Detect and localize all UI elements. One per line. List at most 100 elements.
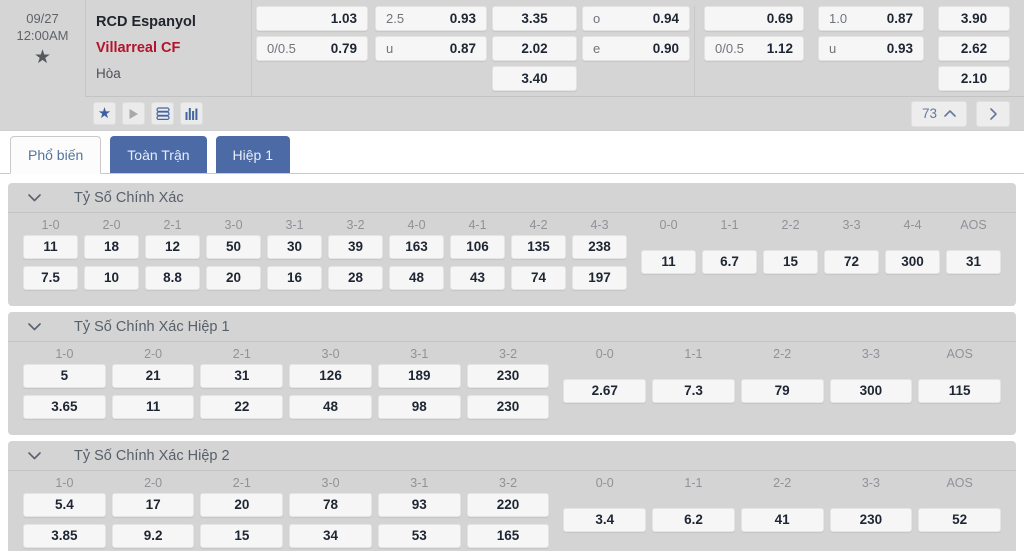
odds-cell[interactable]: 2.62	[938, 36, 1010, 61]
score-odds-cell[interactable]: 48	[289, 395, 372, 419]
score-odds-cell[interactable]: 197	[572, 266, 627, 290]
score-odds-cell[interactable]: 16	[267, 266, 322, 290]
score-odds-cell[interactable]: 12	[145, 235, 200, 259]
score-cell-wrap: 21	[109, 364, 198, 395]
score-odds-cell[interactable]: 31	[946, 250, 1001, 274]
score-panel-header[interactable]: Tỷ Số Chính Xác Hiệp 2	[8, 441, 1016, 471]
score-odds-cell[interactable]: 20	[200, 493, 284, 517]
score-row-away: 3.65 11 22 48 98 230	[20, 395, 552, 426]
score-odds-cell[interactable]: 163	[389, 235, 444, 259]
score-odds-cell[interactable]: 3.65	[23, 395, 106, 419]
odds-cell[interactable]: 0/0.5 1.12	[704, 36, 804, 61]
odds-cell[interactable]: 1.0 0.87	[818, 6, 924, 31]
score-label: 1-1	[684, 347, 703, 361]
odds-cell[interactable]: 3.90	[938, 6, 1010, 31]
score-odds-cell[interactable]: 3.4	[563, 508, 647, 532]
score-odds-cell[interactable]: 43	[450, 266, 505, 290]
tab-toan-tran[interactable]: Toàn Trận	[110, 136, 207, 173]
score-odds-cell[interactable]: 21	[111, 364, 195, 388]
score-odds-cell[interactable]: 79	[740, 379, 824, 403]
score-odds-cell[interactable]: 7.5	[23, 266, 78, 290]
score-odds-cell[interactable]: 41	[740, 508, 824, 532]
tab-pho-bien[interactable]: Phổ biến	[10, 136, 102, 174]
score-odds-cell[interactable]: 115	[918, 379, 1002, 403]
odds-cell[interactable]: 2.10	[938, 66, 1010, 91]
score-odds-cell[interactable]: 5.4	[23, 493, 106, 517]
score-odds-cell[interactable]: 30	[267, 235, 322, 259]
next-match-button[interactable]	[976, 100, 1010, 127]
score-odds-cell[interactable]: 22	[200, 395, 284, 419]
favorite-button[interactable]: ★	[93, 102, 116, 126]
score-odds-cell[interactable]: 78	[289, 493, 372, 517]
score-odds-cell[interactable]: 135	[511, 235, 566, 259]
score-odds-cell[interactable]: 10	[84, 266, 139, 290]
score-odds-cell[interactable]: 15	[763, 250, 818, 274]
score-odds-cell[interactable]: 48	[389, 266, 444, 290]
score-odds-cell[interactable]: 93	[377, 493, 461, 517]
score-odds-cell[interactable]: 165	[466, 524, 550, 548]
odds-column: 1.03 0/0.5 0.79	[256, 6, 368, 96]
odds-cell[interactable]: 3.35	[492, 6, 577, 31]
odds-cell[interactable]: u 0.93	[818, 36, 924, 61]
score-label: 4-3	[590, 218, 609, 232]
odds-cell[interactable]: u 0.87	[375, 36, 487, 61]
score-odds-cell[interactable]: 11	[23, 235, 78, 259]
score-odds-cell[interactable]: 52	[918, 508, 1002, 532]
odds-value: 3.35	[521, 11, 548, 26]
score-odds-cell[interactable]: 17	[111, 493, 195, 517]
score-odds-cell[interactable]: 39	[328, 235, 383, 259]
score-odds-cell[interactable]: 15	[200, 524, 284, 548]
score-odds-cell[interactable]: 98	[377, 395, 461, 419]
score-odds-cell[interactable]: 5	[23, 364, 106, 388]
score-odds-cell[interactable]: 28	[328, 266, 383, 290]
score-panel-header[interactable]: Tỷ Số Chính Xác	[8, 183, 1016, 213]
score-odds-cell[interactable]: 50	[206, 235, 261, 259]
score-odds-cell[interactable]: 6.7	[702, 250, 757, 274]
odds-cell[interactable]: e 0.90	[582, 36, 690, 61]
score-odds-cell[interactable]: 3.85	[23, 524, 106, 548]
score-odds-cell[interactable]: 230	[829, 508, 913, 532]
score-panel-header[interactable]: Tỷ Số Chính Xác Hiệp 1	[8, 312, 1016, 342]
odds-cell[interactable]: 2.5 0.93	[375, 6, 487, 31]
score-odds-cell[interactable]: 34	[289, 524, 372, 548]
live-play-button[interactable]	[122, 102, 145, 126]
score-odds-cell[interactable]: 106	[450, 235, 505, 259]
markets-count-button[interactable]: 73	[910, 100, 967, 127]
score-odds-cell[interactable]: 6.2	[652, 508, 735, 532]
odds-cell[interactable]: o 0.94	[582, 6, 690, 31]
score-odds-cell[interactable]: 74	[511, 266, 566, 290]
tab-hiep-1[interactable]: Hiệp 1	[215, 136, 291, 173]
odds-cell[interactable]: 0.69	[704, 6, 804, 31]
score-odds-cell[interactable]: 53	[377, 524, 461, 548]
score-odds-cell[interactable]: 238	[572, 235, 627, 259]
score-odds-cell[interactable]: 230	[466, 364, 550, 388]
toolbar-right-group: 73	[910, 100, 1010, 127]
score-odds-cell[interactable]: 8.8	[145, 266, 200, 290]
score-odds-cell[interactable]: 18	[84, 235, 139, 259]
score-label: AOS	[960, 218, 987, 232]
odds-group-full-time: 1.03 0/0.5 0.79 2.5 0.93 u 0.87 3.35 2.02 3.40 o 0.…	[256, 6, 690, 96]
score-odds-cell[interactable]: 300	[829, 379, 913, 403]
score-odds-cell[interactable]: 230	[466, 395, 550, 419]
score-odds-cell[interactable]: 72	[824, 250, 879, 274]
score-odds-cell[interactable]: 9.2	[111, 524, 195, 548]
odds-cell[interactable]: 2.02	[492, 36, 577, 61]
odds-cell[interactable]: 3.40	[492, 66, 577, 91]
score-odds-cell[interactable]: 2.67	[563, 379, 647, 403]
score-odds-cell[interactable]: 7.3	[652, 379, 735, 403]
score-odds-cell[interactable]: 220	[466, 493, 550, 517]
score-label: 3-3	[861, 347, 880, 361]
score-odds-cell[interactable]: 300	[885, 250, 940, 274]
odds-cell[interactable]: 1.03	[256, 6, 368, 31]
score-odds-cell[interactable]: 31	[200, 364, 284, 388]
statistics-button[interactable]	[180, 102, 203, 126]
score-odds-cell[interactable]: 11	[641, 250, 696, 274]
markets-stack-button[interactable]	[151, 102, 174, 126]
odds-cell[interactable]: 0/0.5 0.79	[256, 36, 368, 61]
match-date: 09/27	[26, 11, 59, 26]
score-odds-cell[interactable]: 126	[289, 364, 372, 388]
score-odds-cell[interactable]: 189	[377, 364, 461, 388]
score-odds-cell[interactable]: 11	[111, 395, 195, 419]
score-odds-cell[interactable]: 20	[206, 266, 261, 290]
favorite-star-icon[interactable]: ★	[33, 47, 52, 68]
